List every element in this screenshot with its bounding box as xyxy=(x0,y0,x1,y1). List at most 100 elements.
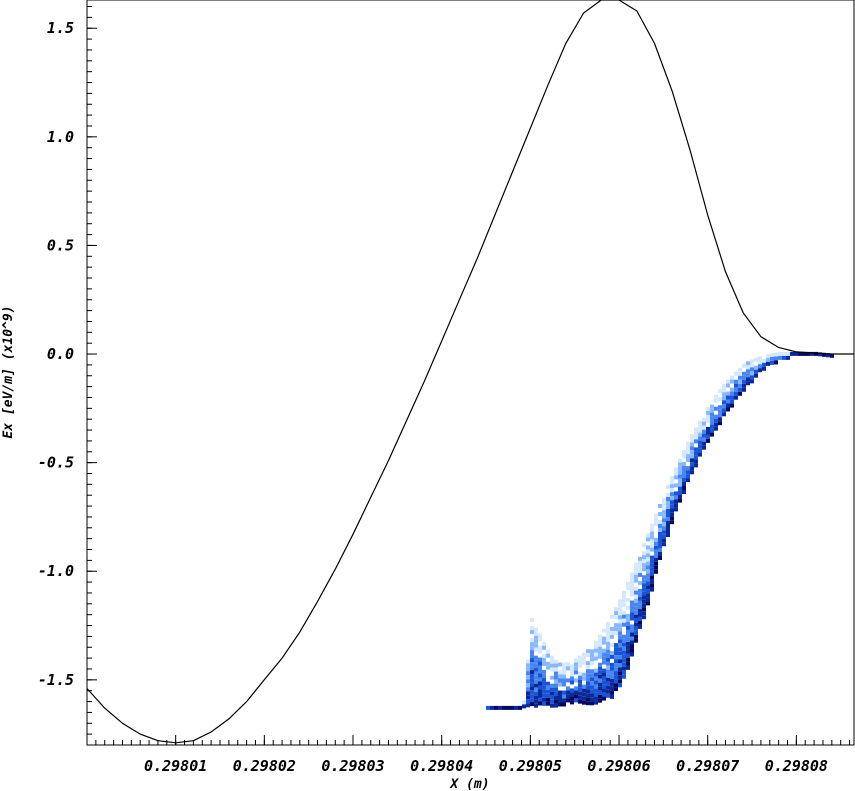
density-cell xyxy=(638,620,642,625)
density-cell xyxy=(538,665,542,670)
density-cell xyxy=(574,658,578,663)
density-cell xyxy=(642,555,646,560)
density-cell xyxy=(602,688,606,693)
density-cell xyxy=(658,544,662,548)
density-cell xyxy=(650,527,654,532)
density-cell xyxy=(534,639,538,644)
density-cell xyxy=(738,383,742,388)
density-cell xyxy=(606,633,610,638)
density-cell xyxy=(726,391,730,396)
density-cell xyxy=(602,640,606,645)
density-cell xyxy=(650,535,654,540)
density-cell xyxy=(790,351,794,356)
density-cell xyxy=(530,694,534,699)
density-cell xyxy=(706,426,710,431)
density-cell xyxy=(602,692,606,697)
density-cell xyxy=(638,560,642,565)
density-cell xyxy=(530,674,534,679)
density-cell xyxy=(606,629,610,634)
particle-density-heatmap xyxy=(486,351,834,710)
density-cell xyxy=(634,630,638,635)
density-cell xyxy=(698,432,702,437)
density-cell xyxy=(562,678,566,683)
density-cell xyxy=(582,700,586,705)
density-cell xyxy=(594,696,598,701)
density-cell xyxy=(802,351,806,356)
density-cell xyxy=(774,352,778,357)
density-cell xyxy=(526,671,530,676)
density-cell xyxy=(638,616,642,621)
density-cell xyxy=(534,635,538,640)
density-cell xyxy=(578,679,582,684)
density-cell xyxy=(782,355,786,360)
density-cell xyxy=(658,556,662,560)
density-cell xyxy=(634,626,638,631)
density-cell xyxy=(606,645,610,650)
density-cell xyxy=(730,395,734,400)
density-cell xyxy=(606,661,610,666)
density-cell xyxy=(670,512,674,517)
density-cell xyxy=(538,681,542,686)
density-cell xyxy=(666,525,670,529)
density-cell xyxy=(622,618,626,623)
density-cell xyxy=(746,361,750,366)
density-cell xyxy=(658,504,662,508)
density-cell xyxy=(602,696,606,701)
density-cell xyxy=(554,675,558,680)
density-cell xyxy=(690,470,694,475)
density-cell xyxy=(606,621,610,626)
density-cell xyxy=(642,595,646,600)
density-cell xyxy=(630,604,634,609)
density-cell xyxy=(634,574,638,579)
density-cell xyxy=(594,684,598,689)
density-cell xyxy=(686,458,690,463)
density-cell xyxy=(546,665,550,670)
density-cell xyxy=(530,702,534,707)
density-cell xyxy=(618,675,622,680)
density-cell xyxy=(658,552,662,556)
density-cell xyxy=(538,697,542,702)
density-cell xyxy=(666,485,670,489)
density-cell xyxy=(618,615,622,620)
density-cell xyxy=(630,572,634,577)
density-cell xyxy=(646,581,650,586)
density-cell xyxy=(498,705,502,710)
density-cell xyxy=(610,674,614,679)
density-cell xyxy=(534,691,538,696)
density-cell xyxy=(566,662,570,667)
density-cell xyxy=(618,623,622,628)
density-cell xyxy=(610,694,614,699)
density-cell xyxy=(666,533,670,537)
density-cell xyxy=(622,666,626,671)
density-cell xyxy=(650,555,654,560)
density-cell xyxy=(730,391,734,396)
x-tick-label: 0.29806 xyxy=(587,757,650,775)
density-cell xyxy=(610,614,614,619)
density-cell xyxy=(606,665,610,670)
density-cell xyxy=(666,517,670,521)
density-cell xyxy=(742,387,746,392)
density-cell xyxy=(586,669,590,674)
density-cell xyxy=(698,424,702,429)
density-cell xyxy=(590,673,594,678)
density-cell xyxy=(550,675,554,680)
density-cell xyxy=(610,654,614,659)
density-cell xyxy=(554,671,558,676)
density-cell xyxy=(614,627,618,632)
density-cell xyxy=(674,503,678,508)
density-cell xyxy=(646,573,650,578)
density-cell xyxy=(622,610,626,615)
density-cell xyxy=(610,678,614,683)
density-cell xyxy=(786,351,790,356)
density-cell xyxy=(638,568,642,573)
density-cell xyxy=(630,628,634,633)
density-cell xyxy=(670,520,674,525)
density-cell xyxy=(810,351,814,356)
density-cell xyxy=(746,373,750,378)
density-cell xyxy=(582,672,586,677)
density-cell xyxy=(734,379,738,384)
density-cell xyxy=(638,580,642,585)
density-cell xyxy=(586,653,590,658)
density-cell xyxy=(546,661,550,666)
density-cell xyxy=(694,451,698,456)
